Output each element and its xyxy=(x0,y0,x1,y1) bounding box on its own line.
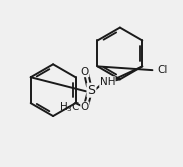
Text: $\mathregular{H_3C}$: $\mathregular{H_3C}$ xyxy=(59,100,81,114)
Text: NH: NH xyxy=(100,77,115,87)
Text: O: O xyxy=(81,67,89,77)
Text: S: S xyxy=(87,84,96,97)
Text: O: O xyxy=(81,102,89,112)
Text: Cl: Cl xyxy=(157,65,168,75)
